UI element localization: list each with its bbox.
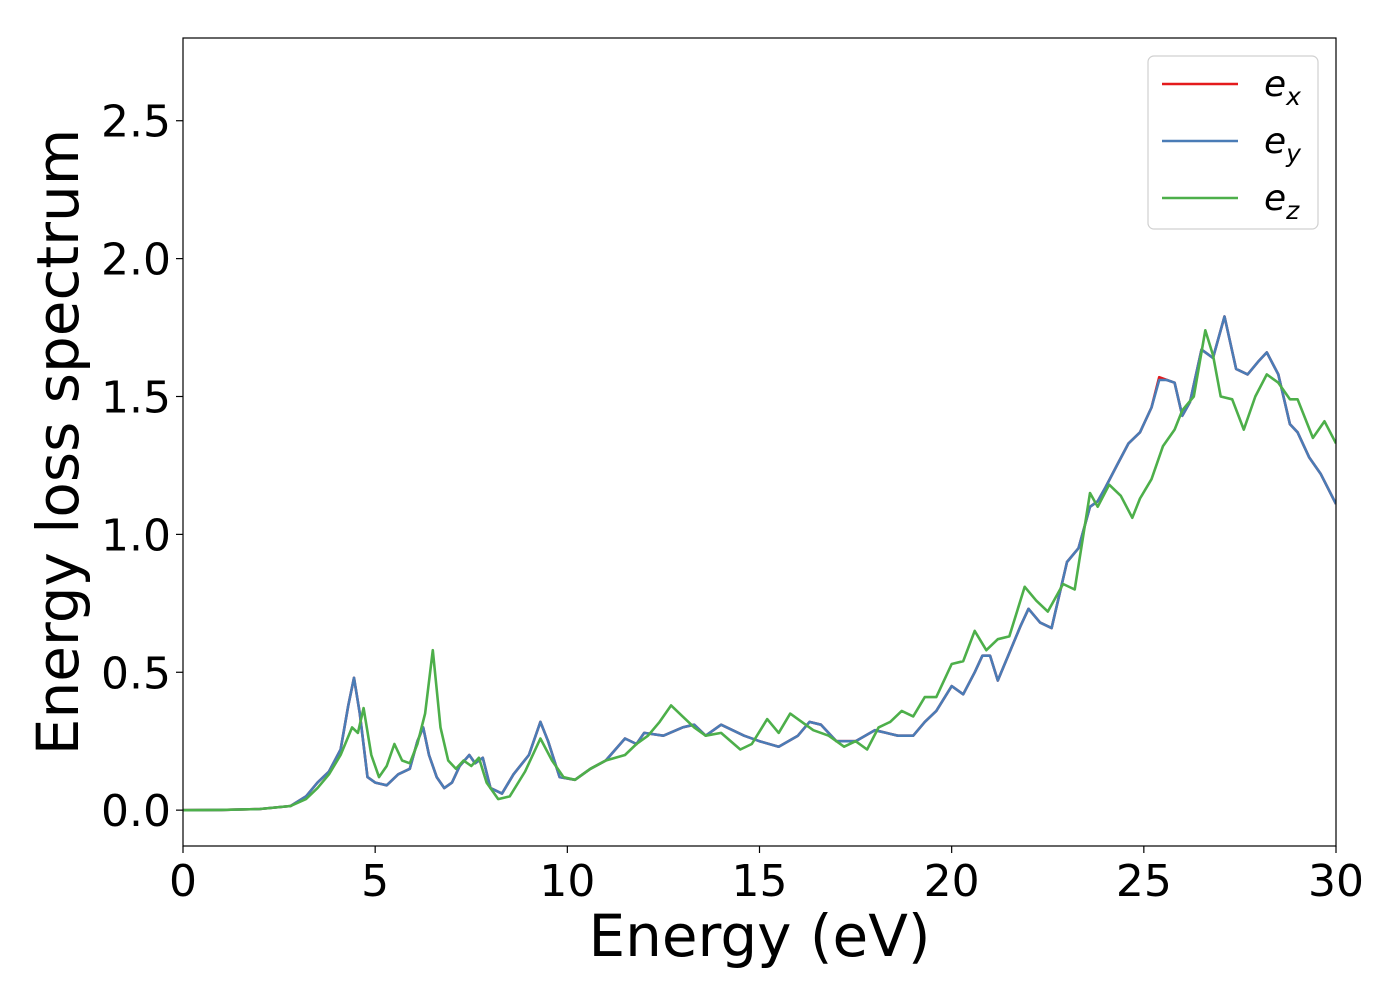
x-tick-label: 0: [169, 856, 197, 907]
x-axis-label: Energy (eV): [588, 902, 930, 970]
legend-label-x: ex: [1264, 64, 1301, 111]
x-axis-ticks: 0 5 10 15 20 25 30: [169, 846, 1364, 907]
y-tick-label: 2.5: [101, 97, 171, 148]
series-line-y: [183, 315, 1336, 812]
legend-box: [1147, 55, 1319, 230]
series-line-z: [183, 328, 1336, 812]
y-axis-ticks: 0.0 0.5 1.0 1.5 2.0 2.5: [101, 97, 183, 837]
y-tick-label: 2.0: [101, 235, 171, 286]
x-tick-label: 25: [1116, 856, 1172, 907]
x-tick-label: 15: [732, 856, 788, 907]
legend-label-z: ez: [1264, 178, 1300, 225]
legend-label-y: ey: [1264, 121, 1302, 168]
y-axis-label: Energy loss spectrum: [24, 129, 92, 755]
y-tick-label: 1.0: [101, 510, 171, 561]
y-tick-label: 0.0: [101, 786, 171, 837]
legend-label-sub: z: [1285, 196, 1300, 225]
legend-label-base: e: [1264, 64, 1286, 105]
legend-label-sub: x: [1285, 82, 1301, 111]
legend-label-base: e: [1264, 178, 1286, 219]
x-tick-label: 30: [1308, 856, 1364, 907]
y-tick-label: 1.5: [101, 372, 171, 423]
x-tick-label: 20: [924, 856, 980, 907]
series-line-x: [183, 315, 1336, 812]
y-tick-label: 0.5: [101, 648, 171, 699]
legend-label-sub: y: [1285, 139, 1302, 168]
series-layer: [183, 315, 1336, 812]
x-tick-label: 10: [539, 856, 595, 907]
x-tick-label: 5: [361, 856, 389, 907]
legend-label-base: e: [1264, 121, 1286, 162]
